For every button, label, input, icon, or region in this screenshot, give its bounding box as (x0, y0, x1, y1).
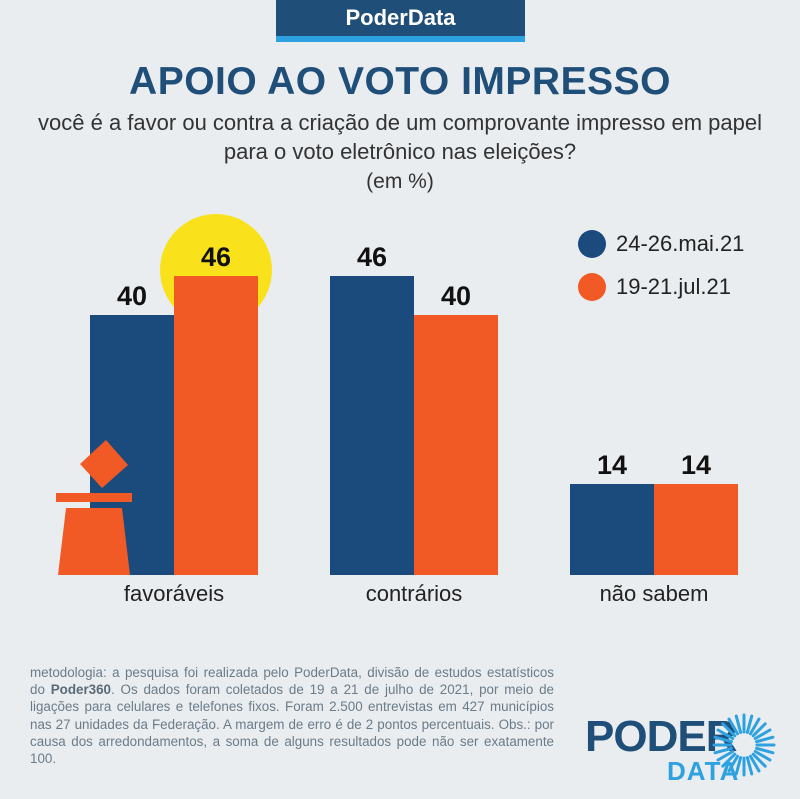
legend-label-2: 19-21.jul.21 (616, 274, 731, 299)
brand-underline (276, 36, 525, 42)
bar-chart: 40 46 favoráveis 46 40 contrários 14 14 não sabe… (56, 214, 738, 606)
methodology-note: metodologia: a pesquisa foi realizada pe… (30, 664, 554, 767)
brand-label: PoderData (345, 5, 456, 30)
bar-2-1 (654, 484, 738, 575)
sun-ray (721, 722, 737, 738)
chart-unit: (em %) (366, 170, 434, 193)
legend-swatch-1 (578, 230, 606, 258)
bar-2-0 (570, 484, 654, 575)
sun-ray (753, 750, 772, 762)
sun-ray (751, 752, 767, 768)
sun-ray (753, 728, 772, 740)
methodology-text-2: . Os dados foram coletados de 19 a 21 de… (30, 682, 554, 767)
category-label-2: não sabem (600, 581, 709, 606)
bar-0-1 (174, 276, 258, 575)
chart-subtitle: você é a favor ou contra a criação de um… (38, 110, 762, 164)
logo-word: PODER (585, 712, 737, 761)
category-label-1: contrários (366, 581, 463, 606)
sunburst-icon (712, 713, 776, 777)
bar-1-1 (414, 315, 498, 575)
data-label-0-1: 46 (201, 242, 231, 272)
sun-ray (745, 756, 754, 776)
data-label-2-1: 14 (681, 450, 711, 480)
sun-ray (716, 728, 735, 740)
data-label-0-0: 40 (117, 281, 147, 311)
category-label-0: favoráveis (124, 581, 224, 606)
sun-ray (755, 746, 775, 755)
legend-item-1: 24-26.mai.21 (578, 230, 744, 258)
sun-ray (721, 752, 737, 768)
ballot-paper-icon (80, 440, 128, 488)
sun-ray (734, 714, 743, 734)
ballot-slot-icon (56, 493, 132, 502)
sun-ray (713, 746, 733, 755)
chart-title: APOIO AO VOTO IMPRESSO (129, 60, 671, 103)
methodology-text-1: metodologia: a pesquisa foi realizada pe… (30, 665, 554, 698)
sun-ray (745, 714, 754, 734)
data-label-2-0: 14 (597, 450, 627, 480)
legend-swatch-2 (578, 273, 606, 301)
data-label-1-0: 46 (357, 242, 387, 272)
sun-ray (727, 754, 739, 773)
sun-ray (713, 735, 733, 744)
legend-item-2: 19-21.jul.21 (578, 273, 731, 301)
bar-1-0 (330, 276, 414, 575)
poderdata-logo: PODER DATA (585, 712, 785, 792)
sun-ray (727, 717, 739, 736)
brand-tab: PoderData (276, 0, 525, 36)
sun-ray (749, 717, 761, 736)
sun-ray (749, 754, 761, 773)
methodology-bold: Poder360 (50, 682, 111, 698)
legend-label-1: 24-26.mai.21 (616, 231, 745, 256)
sun-ray (751, 722, 767, 738)
ballot-box-icon (58, 508, 130, 575)
sun-ray (755, 735, 775, 744)
data-label-1-1: 40 (441, 281, 471, 311)
sun-ray (716, 750, 735, 762)
sun-ray (734, 756, 743, 776)
